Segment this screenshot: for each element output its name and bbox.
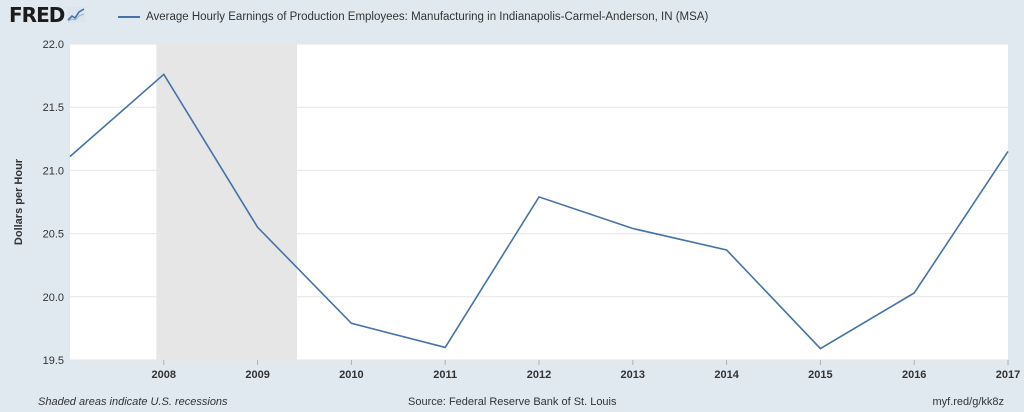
data-point-2007[interactable] bbox=[68, 154, 72, 158]
y-tick-label-2: 20.5 bbox=[43, 229, 64, 241]
data-point-2012[interactable] bbox=[537, 195, 541, 199]
recession-note: Shaded areas indicate U.S. recessions bbox=[38, 396, 228, 408]
x-tick-label-6: 2014 bbox=[714, 369, 739, 381]
recession-layer bbox=[156, 44, 297, 360]
data-point-2009[interactable] bbox=[256, 225, 260, 229]
series-line[interactable] bbox=[69, 73, 1009, 350]
data-point-2010[interactable] bbox=[349, 321, 353, 325]
logo-text: FRED bbox=[9, 3, 65, 27]
y-axis-ticks: 19.5 20.0 20.5 21.0 21.5 22.0 bbox=[43, 39, 64, 367]
data-point-2016[interactable] bbox=[912, 291, 916, 295]
x-tick-label-1: 2009 bbox=[245, 369, 269, 381]
x-axis-ticks: 2008 2009 2010 2011 2012 2013 2014 2015 2016 2017 bbox=[152, 360, 1020, 381]
x-tick-label-2: 2010 bbox=[339, 369, 363, 381]
y-tick-label-3: 21.0 bbox=[43, 165, 64, 177]
short-url-link[interactable]: myf.red/g/kk8z bbox=[932, 396, 1004, 408]
legend-series-swatch bbox=[118, 16, 140, 18]
data-point-2015[interactable] bbox=[818, 347, 822, 351]
y-tick-label-0: 19.5 bbox=[43, 355, 64, 367]
y-axis-label: Dollars per Hour bbox=[13, 158, 25, 245]
x-tick-label-3: 2011 bbox=[433, 369, 457, 381]
source-note: Source: Federal Reserve Bank of St. Loui… bbox=[408, 396, 617, 408]
data-point-2013[interactable] bbox=[631, 227, 635, 231]
recession-shade-0 bbox=[156, 44, 297, 360]
legend-series-label: Average Hourly Earnings of Production Em… bbox=[146, 11, 709, 23]
data-point-2011[interactable] bbox=[443, 345, 447, 349]
x-tick-label-9: 2017 bbox=[996, 369, 1020, 381]
x-tick-label-5: 2013 bbox=[621, 369, 645, 381]
x-tick-label-7: 2015 bbox=[808, 369, 832, 381]
x-tick-label-4: 2012 bbox=[527, 369, 551, 381]
y-tick-label-4: 21.5 bbox=[43, 102, 64, 114]
grid-layer bbox=[70, 43, 1008, 361]
legend[interactable]: Average Hourly Earnings of Production Em… bbox=[118, 11, 708, 23]
y-tick-label-1: 20.0 bbox=[43, 292, 64, 304]
data-point-2008[interactable] bbox=[162, 72, 166, 76]
x-tick-label-8: 2016 bbox=[902, 369, 926, 381]
chart-header: FRED Average Hourly Earnings of Producti… bbox=[0, 0, 1024, 34]
data-point-2014[interactable] bbox=[725, 248, 729, 252]
trend-graph-icon bbox=[67, 7, 86, 23]
data-point-2017[interactable] bbox=[1006, 149, 1010, 153]
x-tick-label-0: 2008 bbox=[152, 369, 176, 381]
fred-logo[interactable]: FRED bbox=[9, 3, 86, 27]
y-tick-label-5: 22.0 bbox=[43, 39, 64, 51]
